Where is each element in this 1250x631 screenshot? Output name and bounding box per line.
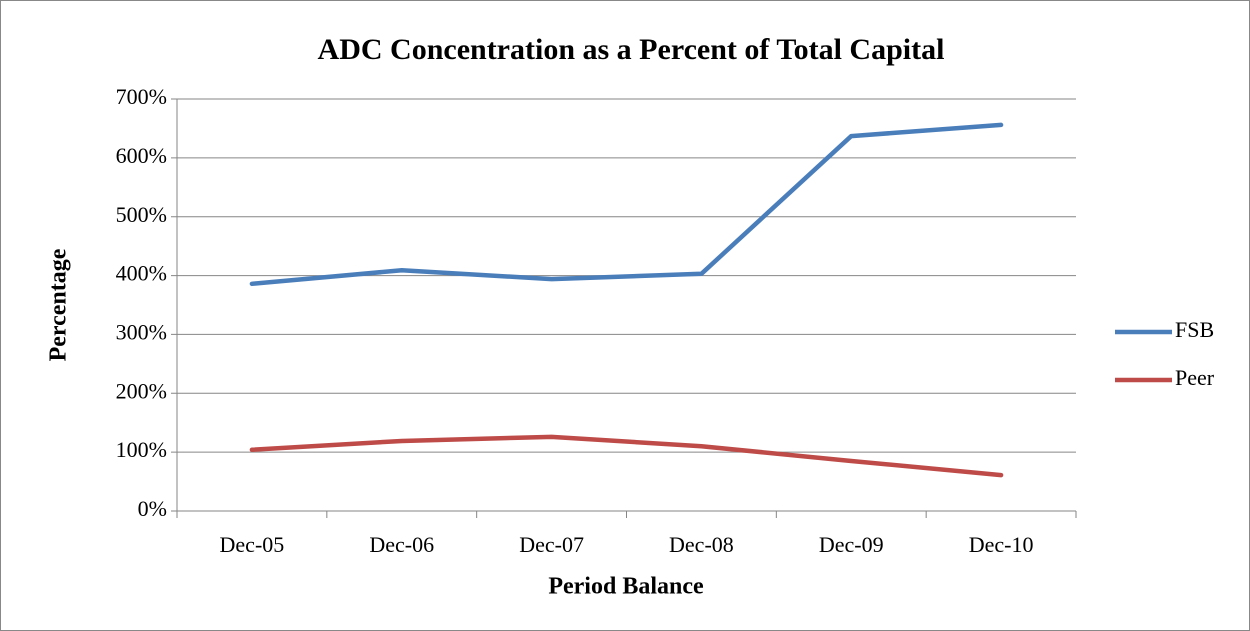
x-tick-label: Dec-09 xyxy=(819,532,884,557)
x-tick-label: Dec-08 xyxy=(669,532,734,557)
x-tick-label: Dec-07 xyxy=(519,532,584,557)
series-line xyxy=(249,434,1004,478)
x-tick-label: Dec-10 xyxy=(969,532,1034,557)
series-line xyxy=(249,122,1004,287)
legend-label: FSB xyxy=(1175,317,1214,342)
y-tick-label: 500% xyxy=(116,202,167,227)
y-tick-label: 700% xyxy=(116,84,167,109)
x-tick-label: Dec-05 xyxy=(220,532,285,557)
y-tick-label: 100% xyxy=(116,437,167,462)
x-tick-label: Dec-06 xyxy=(369,532,434,557)
x-axis-label: Period Balance xyxy=(548,574,704,600)
y-tick-label: 0% xyxy=(138,496,167,521)
y-tick-label: 300% xyxy=(116,319,167,344)
chart-title: ADC Concentration as a Percent of Total … xyxy=(318,33,945,66)
y-axis-label: Percentage xyxy=(46,248,72,361)
y-tick-label: 600% xyxy=(116,143,167,168)
y-tick-label: 400% xyxy=(116,261,167,286)
legend-label: Peer xyxy=(1175,365,1215,390)
y-tick-label: 200% xyxy=(116,378,167,403)
